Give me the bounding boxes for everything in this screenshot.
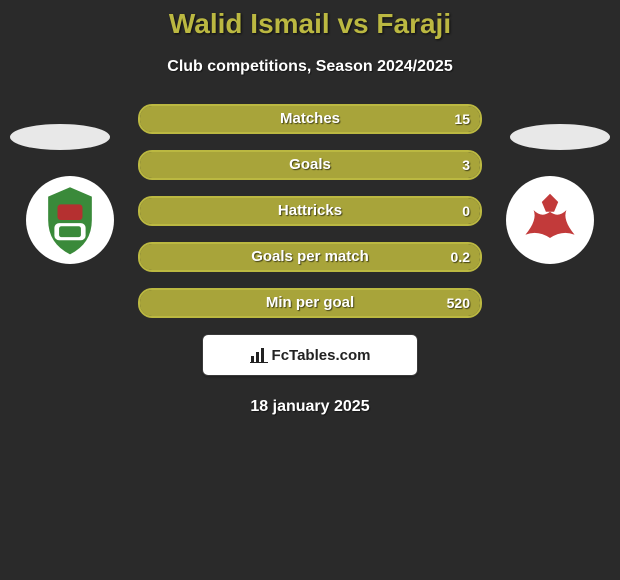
player-right-placeholder [510, 124, 610, 150]
page-title: Walid Ismail vs Faraji [0, 8, 620, 40]
club-badge-right [506, 176, 594, 264]
stat-value-right: 3 [462, 152, 470, 178]
stat-value-right: 520 [447, 290, 470, 316]
stat-value-right: 15 [454, 106, 470, 132]
club-crest-left-icon [31, 181, 109, 259]
club-crest-right-icon [509, 179, 591, 261]
stat-value-right: 0.2 [451, 244, 470, 270]
club-badge-left [26, 176, 114, 264]
stat-row: Matches 15 [138, 104, 482, 134]
stat-row: Goals per match 0.2 [138, 242, 482, 272]
bar-chart-icon [250, 347, 268, 363]
brand-text: FcTables.com [272, 347, 371, 364]
brand-label: FcTables.com [250, 347, 371, 364]
brand-badge[interactable]: FcTables.com [202, 334, 418, 376]
stat-label: Goals per match [140, 244, 480, 270]
stat-row: Goals 3 [138, 150, 482, 180]
page-subtitle: Club competitions, Season 2024/2025 [0, 58, 620, 76]
stat-label: Min per goal [140, 290, 480, 316]
stat-label: Goals [140, 152, 480, 178]
comparison-card: Walid Ismail vs Faraji Club competitions… [0, 0, 620, 416]
stat-value-right: 0 [462, 198, 470, 224]
stat-label: Matches [140, 106, 480, 132]
stats-container: Matches 15 Goals 3 Hattricks 0 Goals per… [138, 104, 482, 318]
stat-row: Hattricks 0 [138, 196, 482, 226]
date-text: 18 january 2025 [0, 398, 620, 416]
stat-label: Hattricks [140, 198, 480, 224]
stat-row: Min per goal 520 [138, 288, 482, 318]
player-left-placeholder [10, 124, 110, 150]
